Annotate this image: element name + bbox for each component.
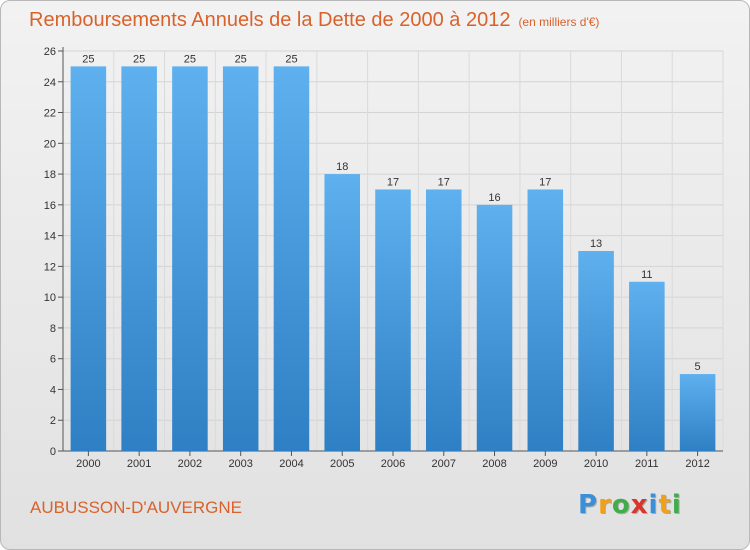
y-tick-label: 16 [44, 200, 56, 212]
logo-letter: i [671, 490, 682, 520]
commune-name: AUBUSSON-D'AUVERGNE [30, 498, 243, 517]
logo-letter: o [611, 490, 631, 520]
y-tick-label: 8 [50, 323, 56, 335]
logo-letter: i [648, 490, 659, 520]
bar-value-label: 25 [184, 53, 196, 65]
bar-value-label: 11 [641, 269, 652, 281]
bar [578, 251, 614, 451]
bar [222, 66, 259, 451]
x-tick-label: 2005 [330, 458, 354, 470]
chart-title-text: Remboursements Annuels de la Dette de 20… [29, 9, 511, 31]
logo-letter: x [630, 490, 649, 520]
y-tick-label: 26 [44, 46, 56, 58]
y-tick-label: 10 [44, 292, 56, 304]
x-tick-label: 2000 [76, 458, 100, 470]
bar-value-label: 17 [539, 176, 551, 188]
x-tick-label: 2009 [533, 458, 557, 470]
bar [629, 281, 665, 451]
bar [324, 174, 360, 452]
proxiti-logo[interactable]: Proxiti [578, 490, 682, 520]
y-tick-label: 0 [50, 446, 56, 458]
bar [527, 189, 564, 451]
bar-value-label: 16 [488, 192, 500, 204]
bar [679, 374, 716, 451]
x-tick-label: 2008 [482, 458, 506, 470]
bar [476, 204, 513, 451]
bar-value-label: 25 [133, 53, 145, 65]
x-tick-label: 2007 [432, 458, 456, 470]
labels: 25 25 25 25 25 18 17 17 16 17 13 11 5 [82, 53, 700, 373]
chart-unit: (en milliers d'€) [518, 15, 600, 29]
bar-value-label: 13 [590, 238, 602, 250]
logo-letter: t [658, 490, 672, 520]
y-tick-label: 14 [44, 231, 56, 243]
bar-value-label: 25 [235, 53, 247, 65]
bar [70, 66, 107, 451]
y-tick-label: 20 [44, 138, 56, 150]
bar [375, 189, 411, 451]
x-tick-label: 2004 [279, 458, 303, 470]
bar [172, 66, 208, 451]
y-tick-label: 24 [44, 77, 56, 89]
y-tick-label: 12 [44, 261, 56, 273]
x-tick-label: 2012 [685, 458, 709, 470]
x-tick-label: 2010 [584, 458, 608, 470]
y-tick-label: 18 [44, 169, 56, 181]
bar [273, 66, 310, 451]
logo-letter: r [598, 490, 612, 520]
bar-value-label: 17 [438, 176, 450, 188]
x-tick-label: 2003 [228, 458, 252, 470]
bar-value-label: 17 [387, 176, 399, 188]
x-tick-label: 2001 [127, 458, 151, 470]
bar-value-label: 25 [82, 53, 94, 65]
y-tick-label: 22 [44, 108, 56, 120]
chart-title: Remboursements Annuels de la Dette de 20… [29, 9, 599, 32]
bar-value-label: 5 [695, 361, 701, 373]
y-tick-label: 4 [50, 384, 56, 396]
y-tick-label: 2 [50, 415, 56, 427]
bar [121, 66, 157, 451]
bar-value-label: 25 [285, 53, 297, 65]
bar-value-label: 18 [336, 161, 348, 173]
x-tick-label: 2011 [635, 458, 659, 470]
y-tick-label: 6 [50, 354, 56, 366]
x-tick-label: 2002 [178, 458, 202, 470]
bars [70, 66, 716, 452]
x-tick-label: 2006 [381, 458, 405, 470]
bar [426, 189, 462, 451]
logo-letter: P [578, 490, 599, 520]
